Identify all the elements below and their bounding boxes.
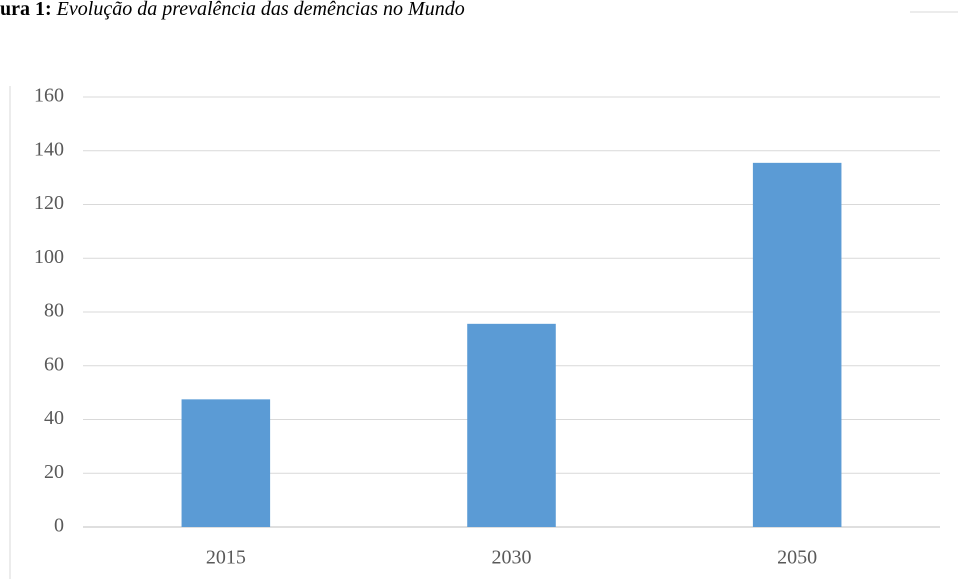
y-tick-label: 140 xyxy=(34,138,64,160)
y-tick-label: 120 xyxy=(34,192,64,214)
bar xyxy=(752,162,842,527)
x-tick-label: 2015 xyxy=(206,547,246,569)
y-tick-label: 60 xyxy=(44,353,64,375)
y-tick-label: 80 xyxy=(44,300,64,322)
chart-title: ura 1: Evolução da prevalência das demênc… xyxy=(0,0,465,20)
y-tick-label: 160 xyxy=(34,85,64,107)
x-tick-label: 2030 xyxy=(492,547,532,569)
title-text: Evolução da prevalência das demências no… xyxy=(56,0,465,20)
y-tick-label: 20 xyxy=(44,461,64,483)
x-tick-label: 2050 xyxy=(777,547,817,569)
bar xyxy=(181,399,271,527)
figure-label: ura 1: xyxy=(0,0,52,20)
bar xyxy=(467,323,556,527)
y-tick-label: 0 xyxy=(54,515,64,537)
y-tick-label: 40 xyxy=(44,407,64,429)
y-tick-label: 100 xyxy=(34,246,64,268)
